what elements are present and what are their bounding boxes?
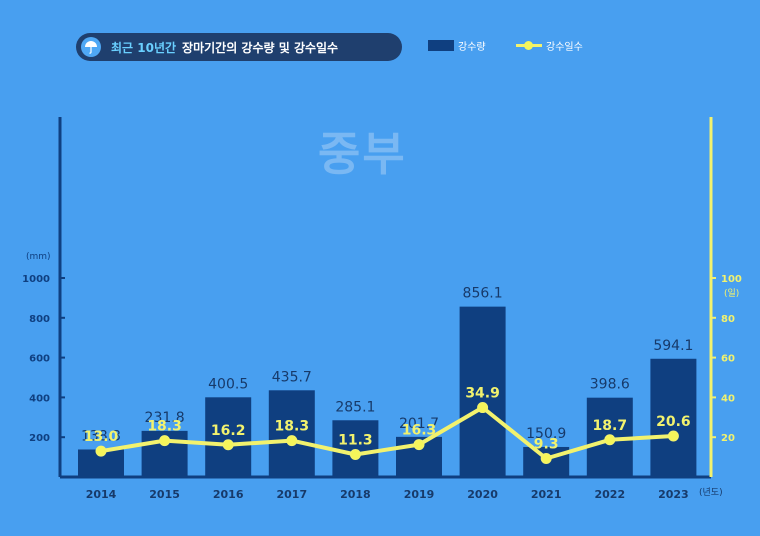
rain-days-value-label: 34.9 [465, 386, 500, 402]
x-tick-label: 2023 [658, 488, 689, 501]
rainfall-value-label: 150.9 [526, 426, 566, 442]
rainfall-value-label: 856.1 [463, 286, 503, 302]
rainfall-bar [459, 306, 506, 477]
x-tick-label: 2016 [213, 488, 244, 501]
rain-days-point [413, 439, 425, 451]
left-tick-label: 600 [29, 354, 50, 365]
rain-days-point [95, 445, 107, 457]
chart-title-banner: 최근 10년간 장마기간의 강수량 및 강수일수 [76, 33, 402, 61]
rain-days-value-label: 13.0 [84, 429, 119, 445]
x-tick-label: 2019 [404, 488, 435, 501]
rain-days-point [222, 439, 234, 451]
rain-days-point [349, 449, 361, 461]
rain-days-point [286, 435, 298, 447]
rain-days-value-label: 16.3 [402, 423, 437, 439]
rainfall-bar [332, 420, 379, 477]
legend-rainfall: 강수량 [428, 38, 486, 53]
rain-days-value-label: 20.6 [656, 414, 691, 430]
x-tick-label: 2014 [86, 488, 117, 501]
legend-bar-swatch [428, 40, 454, 51]
rain-days-value-label: 9.3 [534, 436, 559, 452]
rainfall-value-label: 435.7 [272, 369, 312, 385]
x-tick-label: 2017 [276, 488, 307, 501]
rain-days-value-label: 16.2 [211, 423, 246, 439]
legend-rain-days: 강수일수 [516, 38, 583, 53]
x-tick-label: 2018 [340, 488, 371, 501]
right-tick-label: 60 [721, 354, 735, 365]
left-tick-label: 200 [29, 433, 50, 444]
legend-line-swatch [516, 40, 542, 51]
right-tick-label: 80 [721, 314, 735, 325]
right-tick-label: 40 [721, 393, 735, 404]
rainfall-value-label: 231.8 [145, 410, 185, 426]
rainfall-value-label: 594.1 [653, 338, 693, 354]
rainfall-value-label: 138.3 [81, 428, 121, 444]
legend-rainfall-label: 강수량 [458, 42, 486, 53]
left-tick-label: 800 [29, 314, 50, 325]
rain-days-value-label: 18.3 [147, 419, 182, 435]
rain-days-value-label: 18.3 [275, 419, 310, 435]
left-tick-label: 1000 [22, 274, 50, 285]
x-tick-label: 2021 [531, 488, 562, 501]
rain-days-value-label: 11.3 [338, 433, 373, 449]
region-label: 중부 [318, 127, 407, 181]
rain-days-value-label: 18.7 [593, 418, 628, 434]
right-tick-label: 100 [721, 274, 742, 285]
rain-days-point [159, 435, 171, 447]
x-tick-label: 2022 [594, 488, 625, 501]
rainfall-value-label: 398.6 [590, 377, 630, 393]
rain-days-point [604, 434, 616, 446]
title-text: 장마기간의 강수량 및 강수일수 [182, 40, 339, 55]
x-tick-label: 2015 [149, 488, 180, 501]
x-tick-label: 2020 [467, 488, 498, 501]
rainfall-bar [205, 397, 252, 477]
title-highlight: 최근 10년간 [111, 40, 177, 55]
rain-days-point [477, 402, 489, 414]
rain-days-point [540, 452, 552, 464]
rain-days-point [667, 430, 679, 442]
rainfall-bar [650, 358, 697, 477]
rainfall-value-label: 285.1 [335, 399, 375, 415]
rain-days-line [100, 405, 674, 461]
rainfall-value-label: 201.7 [399, 416, 439, 432]
left-axis-unit: (mm) [26, 252, 51, 262]
rainfall-bar [268, 390, 315, 477]
legend-rain-days-label: 강수일수 [546, 42, 583, 53]
x-axis-unit: (년도) [699, 487, 723, 498]
right-tick-label: 20 [721, 433, 735, 444]
umbrella-icon [81, 37, 101, 57]
left-tick-label: 400 [29, 393, 50, 404]
rainfall-value-label: 400.5 [208, 376, 248, 392]
right-axis-unit: (일) [724, 288, 739, 299]
